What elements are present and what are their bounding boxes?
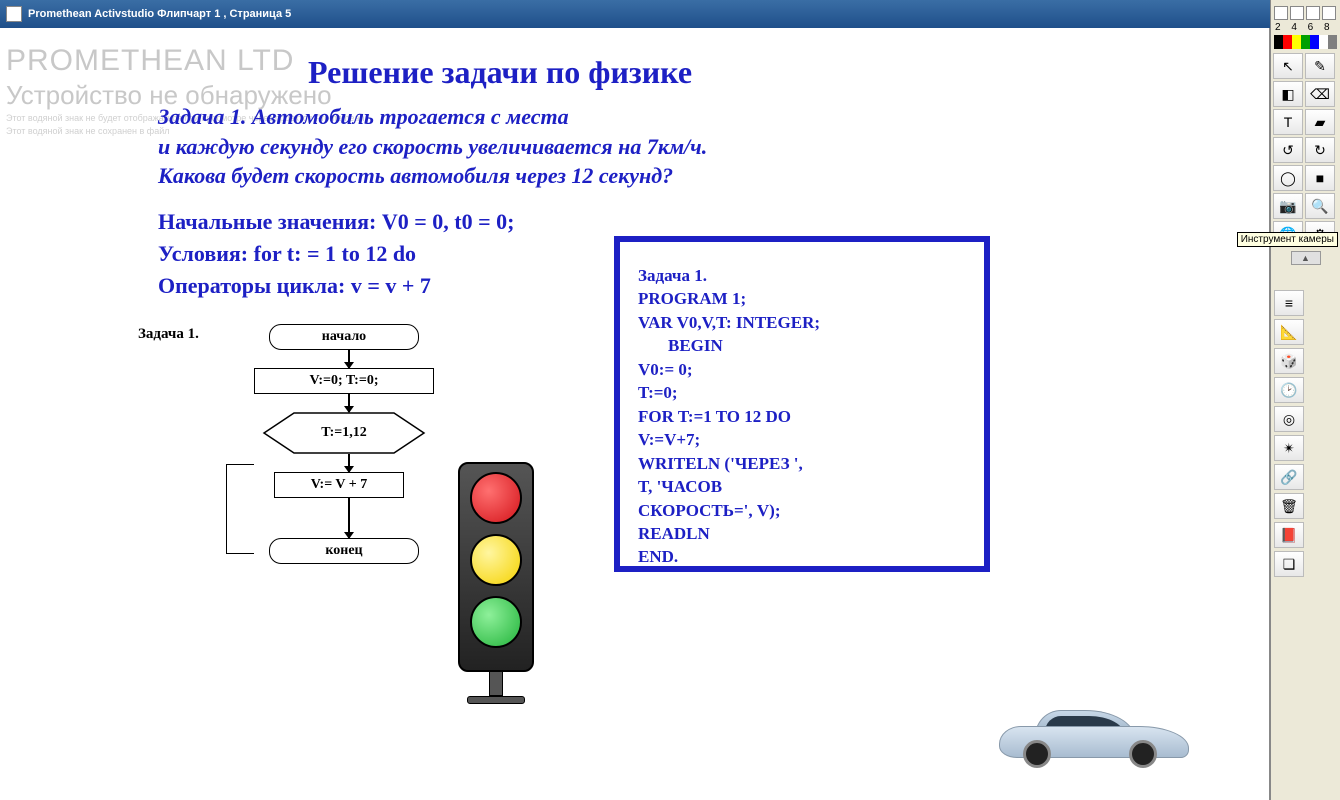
app-icon — [6, 6, 22, 22]
flow-body: V:= V + 7 — [274, 472, 404, 498]
undo-button[interactable]: ↺ — [1273, 137, 1303, 163]
traffic-light-graphic — [448, 462, 544, 704]
link-tool[interactable]: 🔗 — [1274, 464, 1304, 490]
code-line: V:=V+7; — [638, 428, 966, 451]
flowchart: начало V:=0; T:=0; T:=1,12 V:= V + 7 кон… — [254, 324, 444, 564]
camera-tool[interactable]: 📷 — [1273, 193, 1303, 219]
definitions: Начальные значения: V0 = 0, t0 = 0; Усло… — [158, 206, 514, 302]
flow-arrow — [348, 350, 350, 368]
code-line: PROGRAM 1; — [638, 287, 966, 310]
car-graphic — [999, 708, 1189, 768]
green-light — [470, 596, 522, 648]
tool-scroll-up[interactable]: ▲ — [1291, 251, 1321, 265]
task-label: Задача 1. — [138, 326, 199, 343]
target-tool[interactable]: ◎ — [1274, 406, 1304, 432]
color-palette[interactable] — [1271, 33, 1340, 51]
code-line: Задача 1. — [638, 264, 966, 287]
flow-arrow — [348, 454, 350, 472]
toolbox-panel: 2 4 6 8 ↖✎◧⌫T▰↺↻◯■📷🔍🌐⚙ ▲ ≡📐🎲🕑◎✴🔗🗑📕❏ — [1270, 0, 1340, 800]
flipchart-canvas: PROMETHEAN LTD Устройство не обнаружено … — [0, 28, 1270, 800]
rect-tool[interactable]: ■ — [1305, 165, 1335, 191]
defs-line: Операторы цикла: v = v + 7 — [158, 270, 514, 302]
fill-tool[interactable]: ▰ — [1305, 109, 1335, 135]
problem-text: Задача 1. Автомобиль трогается с места и… — [158, 102, 707, 191]
pen-tool[interactable]: ✎ — [1305, 53, 1335, 79]
text-tool[interactable]: T — [1273, 109, 1303, 135]
pointer-tool[interactable]: ↖ — [1273, 53, 1303, 79]
book-tool[interactable]: 📕 — [1274, 522, 1304, 548]
ruler-tool[interactable]: 📐 — [1274, 319, 1304, 345]
code-line: END. — [638, 545, 966, 568]
watermark-note2: Этот водяной знак не сохранен в файл — [6, 126, 170, 136]
mini-icon[interactable] — [1306, 6, 1320, 20]
flow-loopback — [226, 464, 254, 554]
eraser-tool[interactable]: ⌫ — [1305, 81, 1335, 107]
problem-line: и каждую секунду его скорость увеличивае… — [158, 132, 707, 162]
code-line: READLN — [638, 522, 966, 545]
stack-tool[interactable]: ≡ — [1274, 290, 1304, 316]
code-line: BEGIN — [638, 334, 966, 357]
palette-nums: 2 4 6 8 — [1271, 22, 1340, 33]
palette-swatch[interactable] — [1292, 35, 1301, 49]
redo-button[interactable]: ↻ — [1305, 137, 1335, 163]
red-light — [470, 472, 522, 524]
flow-arrow — [348, 394, 350, 412]
dice-tool[interactable]: 🎲 — [1274, 348, 1304, 374]
code-line: T:=0; — [638, 381, 966, 404]
flow-cond-label: T:=1,12 — [244, 412, 444, 454]
palette-swatch[interactable] — [1301, 35, 1310, 49]
palette-swatch[interactable] — [1319, 35, 1328, 49]
cube-tool[interactable]: ❏ — [1274, 551, 1304, 577]
mini-icon[interactable] — [1274, 6, 1288, 20]
code-line: FOR T:=1 TO 12 DO — [638, 405, 966, 428]
window-titlebar: Promethean Activstudio Флипчарт 1 , Стра… — [0, 0, 1340, 28]
problem-line: Задача 1. Автомобиль трогается с места — [158, 102, 707, 132]
flow-start: начало — [269, 324, 419, 350]
flow-arrow — [348, 498, 350, 538]
shape-tool[interactable]: ◯ — [1273, 165, 1303, 191]
trash-tool[interactable]: 🗑 — [1274, 493, 1304, 519]
mini-icon[interactable] — [1290, 6, 1304, 20]
flow-decision: T:=1,12 — [244, 412, 444, 454]
stamp-tool[interactable]: ✴ — [1274, 435, 1304, 461]
palette-swatch[interactable] — [1274, 35, 1283, 49]
flow-end: конец — [269, 538, 419, 564]
defs-line: Начальные значения: V0 = 0, t0 = 0; — [158, 206, 514, 238]
code-line: СКОРОСТЬ=', V); — [638, 499, 966, 522]
palette-swatch[interactable] — [1328, 35, 1337, 49]
mini-icon[interactable] — [1322, 6, 1336, 20]
page-title: Решение задачи по физике — [0, 54, 1000, 91]
yellow-light — [470, 534, 522, 586]
code-line: T, 'ЧАСОВ — [638, 475, 966, 498]
code-line: WRITELN ('ЧЕРЕЗ ', — [638, 452, 966, 475]
palette-swatch[interactable] — [1310, 35, 1319, 49]
code-box: Задача 1. PROGRAM 1; VAR V0,V,T: INTEGER… — [614, 236, 990, 572]
highlighter-tool[interactable]: ◧ — [1273, 81, 1303, 107]
code-line: VAR V0,V,T: INTEGER; — [638, 311, 966, 334]
flow-init: V:=0; T:=0; — [254, 368, 434, 394]
problem-line: Какова будет скорость автомобиля через 1… — [158, 161, 707, 191]
window-title: Promethean Activstudio Флипчарт 1 , Стра… — [28, 8, 291, 20]
code-line: V0:= 0; — [638, 358, 966, 381]
palette-swatch[interactable] — [1283, 35, 1292, 49]
clock-tool[interactable]: 🕑 — [1274, 377, 1304, 403]
zoom-tool[interactable]: 🔍 — [1305, 193, 1335, 219]
tooltip: Инструмент камеры — [1237, 232, 1338, 247]
defs-line: Условия: for t: = 1 to 12 do — [158, 238, 514, 270]
